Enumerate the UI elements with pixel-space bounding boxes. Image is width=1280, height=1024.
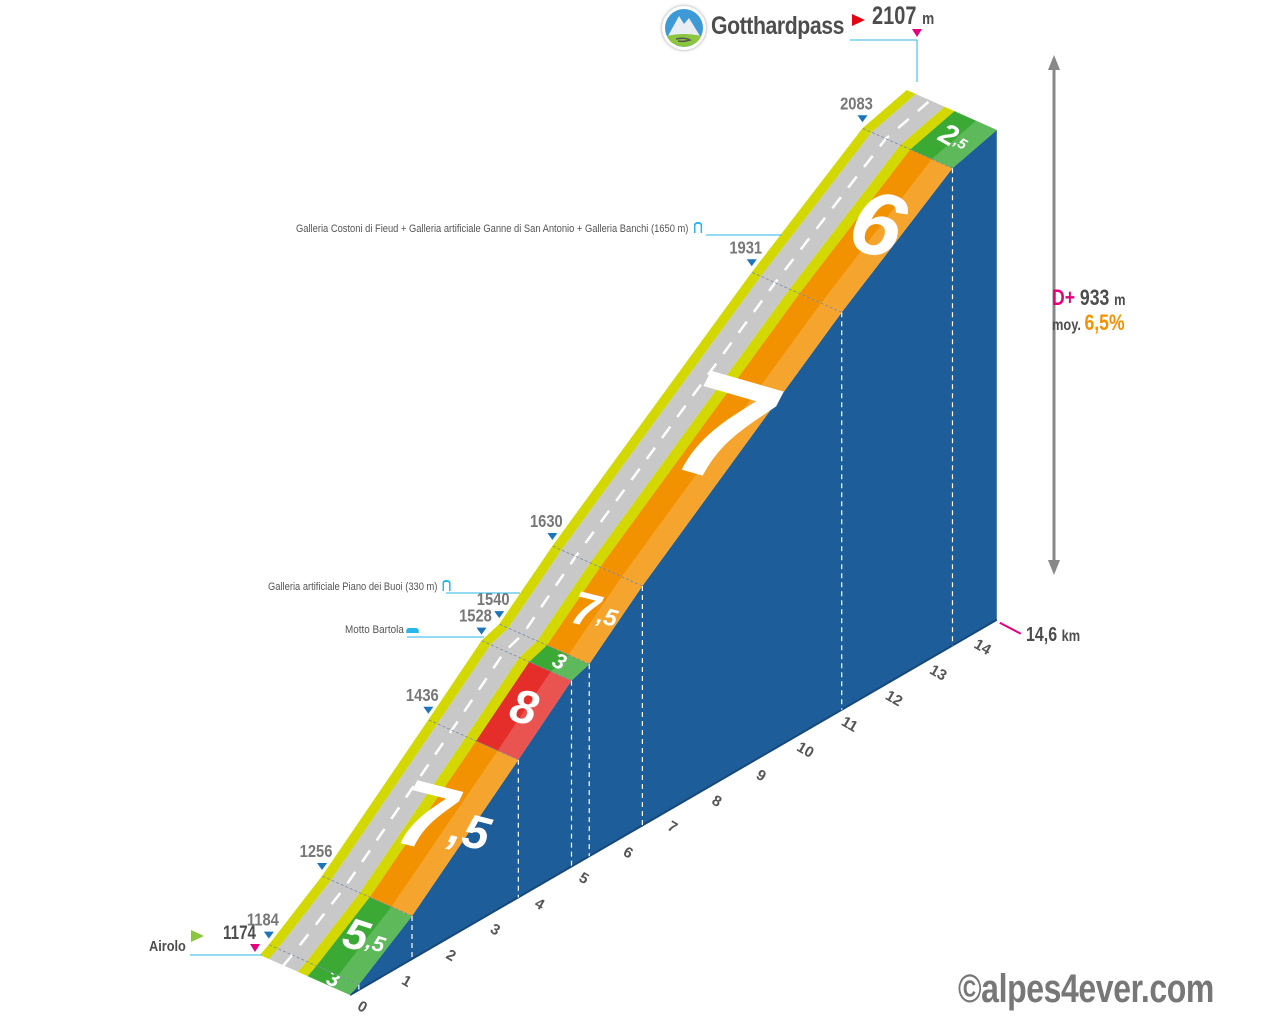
gradient-segment [600, 293, 842, 586]
start-pin-icon [250, 944, 260, 952]
altitude-marker-line [552, 545, 643, 587]
km-tick-label: 11 [838, 713, 860, 736]
altitude-label: 1436 [406, 685, 439, 705]
altitude-marker-icon [423, 706, 434, 714]
start-name: Airolo [149, 938, 186, 955]
average-gradient: moy. 6,5% [1052, 310, 1125, 336]
gradient-segment-shade [931, 120, 997, 169]
road-inner-edge [297, 106, 955, 977]
gradient-segment [546, 567, 643, 665]
summit-leader-line [850, 39, 918, 82]
altitude-marker-line [499, 623, 590, 665]
distance-value: 14,6 [1026, 624, 1058, 646]
km-tick-label: 5 [576, 869, 592, 888]
altitude-label: 1630 [530, 512, 563, 532]
gradient-segment-shade [391, 750, 519, 916]
km-tick-label: 14 [971, 636, 995, 659]
altitude-marker-icon [317, 862, 328, 870]
gradient-segment [369, 740, 519, 916]
village-icon [406, 628, 420, 633]
pass-logo [662, 6, 706, 50]
altitude-marker-line [321, 875, 413, 917]
altitude-marker-line [428, 719, 519, 761]
pass-name: Gotthardpass [711, 12, 845, 40]
altitude-label: 1528 [459, 606, 492, 626]
gradient-segment-shade [568, 576, 643, 665]
dplus-unit: m [1114, 292, 1126, 309]
avg-label: moy. [1052, 317, 1081, 334]
gradient-segment [910, 111, 997, 169]
avg-value: 6,5% [1084, 310, 1125, 335]
gradient-segment [307, 965, 359, 995]
altitude-marker-icon [746, 259, 757, 267]
annotation-text: Galleria artificiale Piano dei Buoi (330… [268, 581, 438, 593]
altitude-label: 1931 [729, 238, 762, 258]
total-distance: 14,6 km [1026, 624, 1080, 647]
gradient-segment-shade [550, 654, 590, 681]
km-tick-label: 6 [620, 843, 636, 862]
dplus-label: D+ [1052, 285, 1075, 310]
distance-end-tick [999, 621, 1022, 635]
altitude-label: 1540 [477, 590, 510, 610]
annotation-text: Galleria Costoni di Fieud + Galleria art… [296, 223, 689, 235]
gradient-segment-shade [821, 159, 953, 313]
summit-altitude-unit: m [922, 9, 935, 28]
km-tick-label: 1 [399, 972, 415, 991]
km-tick-label: 9 [753, 766, 769, 785]
summit-flag-icon [852, 14, 865, 26]
altitude-marker-line [751, 271, 842, 313]
km-tick-label: 7 [664, 818, 680, 837]
gradient-segment [529, 645, 590, 681]
gradient-segment-shade [329, 975, 359, 995]
km-tick-label: 0 [354, 998, 370, 1017]
village-annotation: Motto Bartola [345, 624, 420, 636]
altitude-marker-line [268, 944, 360, 985]
km-tick-label: 4 [532, 895, 548, 914]
start-flag-icon [191, 930, 204, 942]
start-altitude: 1174 [223, 923, 256, 944]
km-tick-label: 2 [443, 946, 459, 965]
gradient-segment [316, 897, 413, 985]
summit-pin-icon [912, 29, 922, 37]
km-tick-label: 10 [794, 739, 817, 762]
mountain-icon [665, 9, 703, 47]
altitude-label: 1256 [300, 842, 333, 862]
tunnel-icon [693, 222, 703, 233]
elevation-gain: D+ 933 m [1052, 285, 1126, 311]
gradient-segment-shade [338, 906, 413, 985]
elevation-arrow-up-icon [1048, 55, 1060, 70]
altitude-marker-icon [494, 611, 505, 619]
km-tick-label: 3 [487, 921, 503, 940]
altitude-label: 1184 [247, 910, 280, 930]
distance-axis [349, 618, 998, 996]
tunnel-annotation-2: Galleria artificiale Piano dei Buoi (330… [268, 580, 452, 593]
gradient-segment-shade [621, 303, 842, 586]
elevation-arrow-down-icon [1048, 560, 1060, 575]
km-tick-label: 13 [927, 661, 950, 684]
copyright: ©alpes4ever.com [958, 967, 1214, 1011]
gradient-segment-shade [497, 671, 572, 760]
altitude-marker-line [481, 640, 572, 682]
altitude-marker-line [862, 127, 953, 169]
altitude-marker-icon [857, 115, 868, 123]
gradient-segment [476, 661, 572, 760]
dplus-value: 933 [1079, 285, 1110, 310]
km-tick-label: 12 [882, 687, 905, 710]
road-outer-edge [260, 89, 916, 959]
gradient-segment [799, 149, 953, 313]
km-tick-label: 8 [709, 792, 725, 811]
annotation-text: Motto Bartola [345, 624, 404, 636]
altitude-marker-icon [547, 532, 558, 540]
altitude-label: 2083 [840, 94, 873, 114]
tunnel-icon [442, 580, 452, 591]
summit-altitude: 2107 m [872, 2, 934, 31]
profile-face [350, 129, 997, 995]
tunnel-annotation-1: Galleria Costoni di Fieud + Galleria art… [296, 222, 703, 235]
road-centerline [282, 99, 931, 967]
summit-altitude-value: 2107 [872, 2, 917, 30]
distance-unit: km [1061, 628, 1081, 645]
altitude-marker-icon [476, 627, 487, 635]
altitude-marker-icon [263, 931, 274, 939]
